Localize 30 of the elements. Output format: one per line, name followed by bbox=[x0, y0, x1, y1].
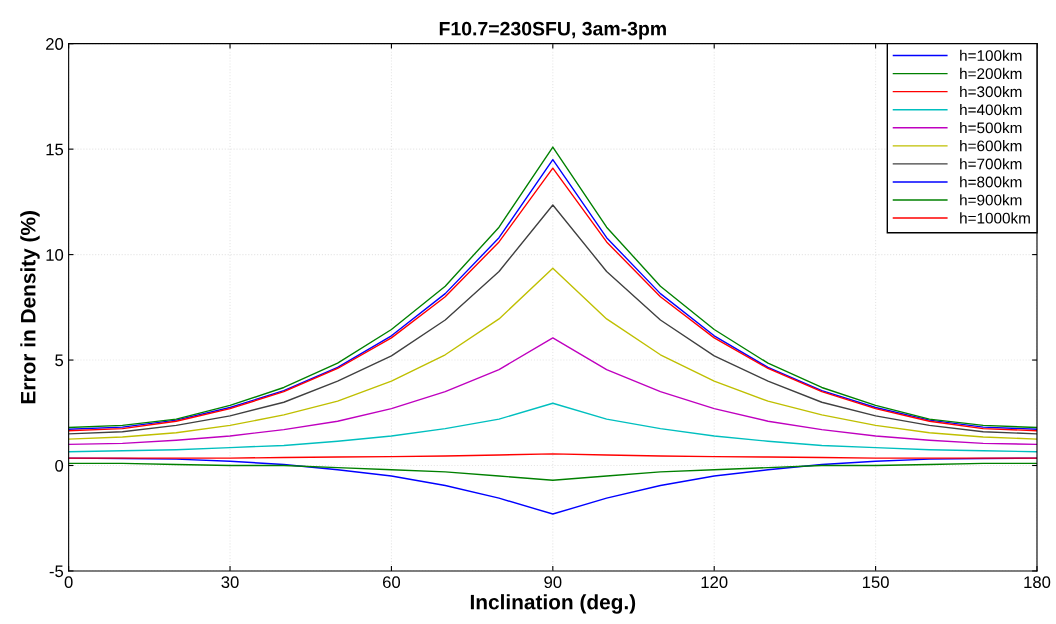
legend-label: h=1000km bbox=[960, 212, 1030, 224]
x-tick-label: 90 bbox=[544, 576, 562, 589]
legend-label: h=600km bbox=[960, 140, 1022, 152]
line-series bbox=[68, 462, 1037, 481]
line-series bbox=[68, 337, 1037, 446]
x-tick-label: 60 bbox=[383, 576, 401, 589]
x-axis-title: Inclination (deg.) bbox=[470, 594, 636, 614]
x-tick-label: 120 bbox=[701, 576, 728, 589]
y-tick-label: 10 bbox=[46, 248, 64, 261]
legend-label: h=300km bbox=[960, 85, 1022, 98]
x-tick-label: 30 bbox=[221, 576, 239, 589]
y-tick-label: 15 bbox=[46, 143, 64, 156]
y-tick-label: -5 bbox=[49, 565, 64, 578]
line-series bbox=[68, 402, 1037, 453]
legend-label: h=400km bbox=[960, 103, 1022, 116]
y-tick-label: 5 bbox=[55, 354, 64, 367]
y-tick-label: 0 bbox=[55, 459, 64, 472]
x-tick-label: 150 bbox=[862, 576, 889, 589]
legend-label: h=500km bbox=[960, 122, 1022, 134]
y-tick-label: 20 bbox=[46, 38, 64, 50]
x-tick-label: 180 bbox=[1024, 576, 1051, 589]
legend-label: h=100km bbox=[960, 49, 1022, 62]
legend-label: h=200km bbox=[960, 67, 1022, 80]
legend-label: h=700km bbox=[960, 158, 1022, 170]
legend-label: h=800km bbox=[960, 176, 1022, 188]
x-tick-label: 0 bbox=[64, 576, 73, 589]
legend-label: h=900km bbox=[960, 194, 1022, 206]
chart-title: F10.7=230SFU, 3am-3pm bbox=[439, 21, 666, 40]
y-axis-title: Error in Density (%) bbox=[20, 211, 40, 404]
line-series bbox=[68, 267, 1037, 440]
